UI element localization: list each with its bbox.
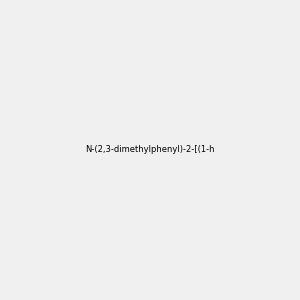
Text: N-(2,3-dimethylphenyl)-2-[(1-h: N-(2,3-dimethylphenyl)-2-[(1-h [85, 146, 215, 154]
